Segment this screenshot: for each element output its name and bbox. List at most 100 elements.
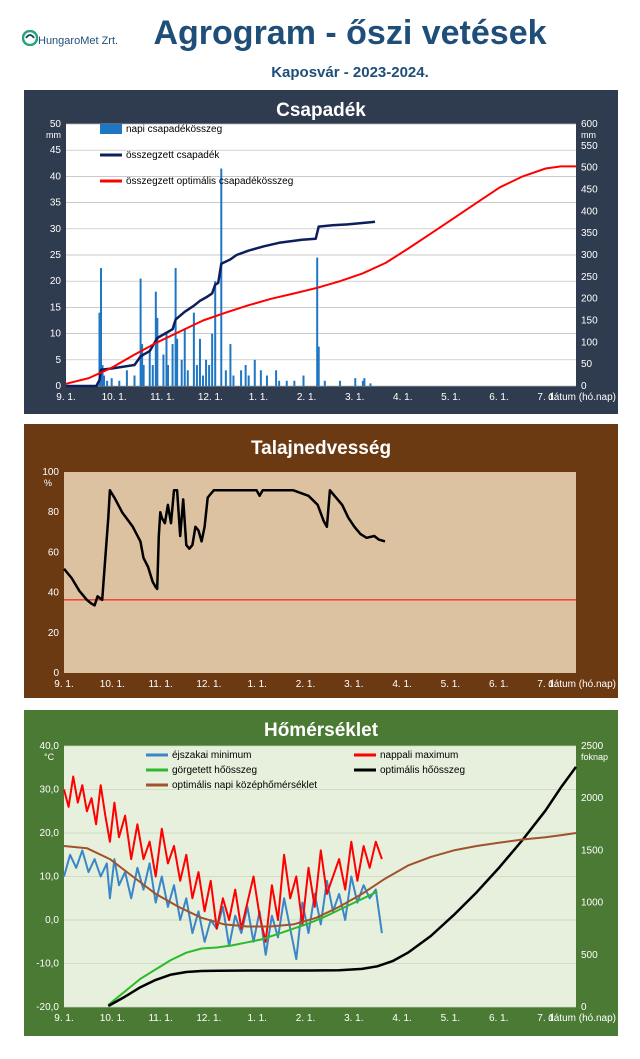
x-tick-label: 11. 1. (148, 679, 172, 690)
precip-bar (259, 370, 262, 386)
y-tick-label-right: 1000 (581, 898, 604, 909)
precip-bar (244, 365, 247, 386)
y-tick-label-left: 80 (48, 507, 60, 518)
y-tick-label-left: 10,0 (40, 872, 60, 883)
legend-label: görgetett hőösszeg (172, 765, 257, 776)
precipitation-title: Csapadék (276, 100, 366, 121)
y-tick-label-right: 250 (581, 272, 598, 283)
series-line-1 (63, 775, 383, 943)
x-tick-label: 7. 1. (537, 679, 556, 690)
precip-bar (208, 365, 211, 386)
precip-bar (174, 268, 177, 386)
precip-bar (151, 365, 154, 386)
x-tick-label: 5. 1. (441, 392, 460, 403)
legend-label: összegzett csapadék (126, 150, 220, 161)
y-tick-label-left: 5 (55, 355, 61, 366)
precip-bar (285, 380, 288, 386)
y-tick-label-left: 45 (50, 145, 62, 156)
y-tick-label-right: 150 (581, 316, 598, 327)
precip-bar (165, 333, 168, 386)
precip-bar (162, 354, 165, 386)
y-tick-label-left: 25 (50, 250, 62, 261)
y-tick-label-left: 0 (55, 381, 61, 392)
x-tick-label: 2. 1. (296, 1013, 315, 1024)
precip-bar (224, 370, 227, 386)
x-tick-label: 1. 1. (247, 1013, 266, 1024)
y-tick-label-left: -20,0 (36, 1002, 59, 1013)
precip-bar (202, 375, 205, 386)
x-tick-label: 3. 1. (345, 392, 364, 403)
x-tick-label: 2. 1. (296, 679, 315, 690)
precip-bar (183, 328, 186, 386)
precip-bar (247, 375, 250, 386)
x-tick-label: 9. 1. (56, 392, 75, 403)
y-tick-label-right: 0 (581, 381, 587, 392)
y-tick-label-right: 300 (581, 250, 598, 261)
precip-bar (229, 344, 232, 386)
x-axis-label: dátum (hó.nap) (548, 392, 616, 403)
precip-bar (156, 317, 159, 386)
x-tick-label: 7. 1. (537, 392, 556, 403)
precip-bar (192, 312, 195, 386)
precip-bar (101, 365, 104, 386)
precip-bar (317, 346, 320, 386)
precip-bar (186, 370, 189, 386)
y-tick-label-right: 550 (581, 141, 598, 152)
precip-bar (220, 168, 223, 386)
y-tick-label-left: 10 (50, 329, 62, 340)
legend-label: napi csapadékösszeg (126, 124, 222, 135)
x-tick-label: 12. 1. (196, 679, 221, 690)
x-tick-label: 10. 1. (100, 679, 125, 690)
y-tick-label-right: 200 (581, 294, 598, 305)
precip-bar (198, 338, 201, 386)
y-tick-label-left: 35 (50, 198, 62, 209)
legend-label: összegzett optimális csapadékösszeg (126, 176, 293, 187)
y-tick-label-left: 0 (53, 668, 59, 679)
legend-label: éjszakai minimum (172, 750, 251, 761)
y-tick-label-left: 30,0 (40, 785, 60, 796)
temperature-panel: Hőmérséklet -20,0 -10,0 0,0 10,0 20,0 30,0 40,… (24, 710, 618, 1036)
x-tick-label: 4. 1. (393, 392, 412, 403)
y-tick-label-right: 2000 (581, 793, 604, 804)
soil-moisture-chart: 0 20 40 60 80 100% 9. 1. 10. 1. 11. 1. 12. 1. 1. 1… (42, 467, 616, 690)
precip-bar (167, 365, 169, 386)
y-unit-right: foknap (581, 752, 608, 762)
temperature-title: Hőmérséklet (263, 720, 379, 741)
precip-bar (148, 349, 151, 386)
x-tick-label: 1. 1. (247, 679, 266, 690)
series-line-0 (63, 489, 386, 607)
precip-bar (265, 375, 268, 386)
precip-bar (316, 257, 319, 386)
series-line-3 (107, 766, 578, 1008)
y-tick-label-right: 50 (581, 359, 593, 370)
legend-label: optimális hőösszeg (380, 765, 465, 776)
y-tick-label-left: 30 (50, 224, 62, 235)
x-axis-label: dátum (hó.nap) (548, 679, 616, 690)
y-tick-label-right: 400 (581, 206, 598, 217)
y-tick-label-left: 50 (50, 119, 62, 130)
x-tick-label: 11. 1. (148, 1013, 172, 1024)
page-subtitle: Kaposvár - 2023-2024. (271, 64, 429, 81)
precip-bar (142, 365, 145, 386)
y-tick-label-left: 0,0 (45, 915, 59, 926)
precip-bar (275, 370, 278, 386)
y-tick-label-left: 40,0 (40, 741, 60, 752)
y-tick-label-left: 20 (48, 628, 60, 639)
x-tick-label: 4. 1. (392, 679, 411, 690)
precip-bar (214, 281, 217, 386)
precip-bar (354, 378, 357, 386)
precip-bar (253, 359, 256, 386)
precip-bar (98, 312, 101, 386)
temperature-chart: -20,0 -10,0 0,0 10,0 20,0 30,0 40,0 0 500 1000 150… (36, 741, 616, 1024)
x-tick-label: 9. 1. (54, 1013, 73, 1024)
x-tick-label: 11. 1. (150, 392, 174, 403)
y-unit-left: % (44, 478, 52, 488)
y-tick-label-right: 500 (581, 163, 598, 174)
precip-bar (323, 380, 326, 386)
precipitation-chart: 0510152025303540455005010015020025030035… (46, 119, 616, 403)
precip-bar (195, 365, 198, 386)
precip-bar (339, 380, 342, 386)
precip-bar (232, 375, 235, 386)
x-tick-label: 3. 1. (344, 1013, 363, 1024)
precip-bar (369, 383, 372, 386)
